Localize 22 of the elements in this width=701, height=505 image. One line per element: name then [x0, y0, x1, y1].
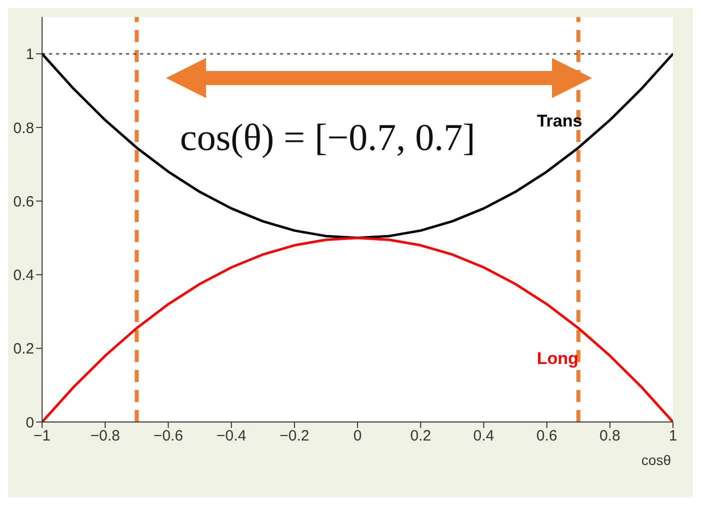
y-tick-label: 0.8 [13, 120, 34, 137]
x-tick-label: −0.6 [153, 428, 184, 445]
x-tick-label: 1 [668, 428, 678, 445]
x-tick-label: −0.8 [90, 428, 120, 445]
x-tick-label: −1 [34, 428, 51, 445]
x-tick-label: 0.2 [410, 428, 432, 445]
x-tick-label: 0.4 [473, 428, 494, 445]
y-tick-label: 0.2 [13, 340, 34, 358]
x-axis-title: cosθ [641, 452, 672, 468]
y-tick-label: 1 [26, 46, 34, 64]
x-tick-label: −0.4 [216, 428, 246, 445]
series-label: Long [536, 349, 578, 368]
x-tick-label: 0.8 [599, 428, 620, 445]
y-tick-label: 0 [26, 414, 34, 432]
annotation: cos(θ) = [−0.7, 0.7] [180, 116, 476, 160]
line-series [42, 52, 673, 240]
x-tick-label: 0.6 [536, 428, 558, 445]
x-tick-label: −0.2 [280, 428, 310, 445]
x-tick-label: 0 [353, 428, 362, 445]
series-label: Trans [536, 112, 582, 131]
y-tick-label: 0.6 [13, 193, 34, 210]
y-tick-label: 0.4 [13, 267, 34, 284]
